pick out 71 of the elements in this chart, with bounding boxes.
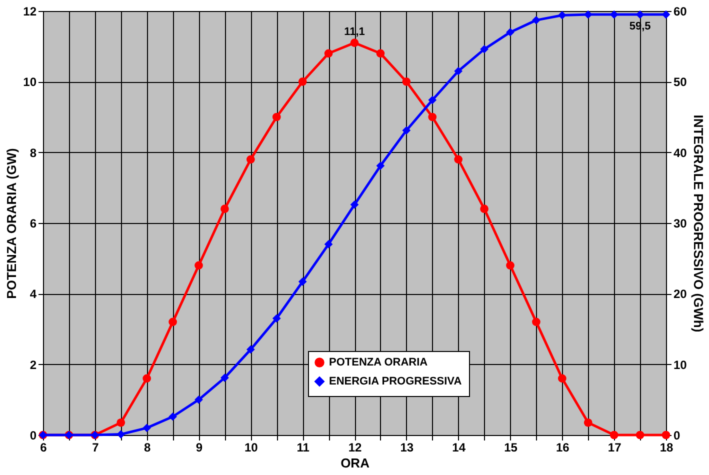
x-tick-label: 8 <box>144 440 151 454</box>
point <box>454 155 463 164</box>
point <box>532 318 540 326</box>
x-tick-label: 9 <box>196 440 203 454</box>
point <box>246 155 255 164</box>
point <box>428 96 437 104</box>
point <box>298 277 307 286</box>
y2-tick-label: 10 <box>674 358 688 372</box>
y-tick-label: 4 <box>30 287 37 302</box>
x-tick-label: 6 <box>40 440 48 454</box>
y-tick-label: 0 <box>30 428 37 442</box>
point <box>168 318 177 326</box>
x-tick-label: 7 <box>92 440 100 454</box>
x-tick-label: 15 <box>504 440 518 454</box>
point <box>402 126 411 135</box>
legend-label: ENERGIA PROGRESSIVA <box>329 376 462 388</box>
point <box>402 77 411 86</box>
y2-tick-label: 20 <box>674 287 688 302</box>
point <box>376 162 385 170</box>
point <box>246 345 255 354</box>
point <box>584 418 592 427</box>
x-tick-label: 18 <box>660 440 674 454</box>
point <box>454 66 463 76</box>
point <box>350 200 359 209</box>
x-tick-label: 16 <box>556 440 570 454</box>
y2-tick-label: 0 <box>674 428 680 442</box>
y2-tick-label: 30 <box>674 216 688 230</box>
legend-label: POTENZA ORARIA <box>329 356 428 368</box>
point <box>324 240 333 248</box>
point <box>558 11 566 20</box>
y-tick-label: 12 <box>23 4 37 18</box>
point <box>506 261 514 270</box>
x-tick-label: 10 <box>244 440 258 454</box>
y2-tick-label: 50 <box>674 75 688 90</box>
point <box>116 418 126 427</box>
point <box>662 10 670 19</box>
point <box>194 395 203 404</box>
point <box>142 424 152 432</box>
point <box>298 77 307 86</box>
point <box>272 314 281 323</box>
point <box>350 38 359 47</box>
point <box>220 204 229 214</box>
x-tick-label: 11 <box>296 440 310 454</box>
y-tick-label: 6 <box>30 216 37 230</box>
x-tick-label: 12 <box>348 440 362 454</box>
point <box>220 374 229 382</box>
point <box>480 44 488 54</box>
point <box>168 412 177 421</box>
point <box>558 374 566 383</box>
point <box>376 49 385 58</box>
y-tick-label: 8 <box>30 146 37 160</box>
point <box>194 261 203 270</box>
y2-tick-label: 40 <box>674 146 688 160</box>
y-tick-label: 10 <box>23 75 37 90</box>
point <box>428 112 437 122</box>
point <box>506 28 514 36</box>
point <box>324 49 333 58</box>
y2-tick-label: 60 <box>674 4 688 18</box>
point <box>532 16 540 24</box>
point <box>272 112 281 122</box>
x-axis-title: ORA <box>340 456 370 470</box>
point <box>142 374 152 383</box>
y-axis-title: POTENZA ORARIA (GW) <box>4 148 20 299</box>
point <box>662 430 670 440</box>
point <box>480 204 488 214</box>
x-tick-label: 17 <box>608 440 622 454</box>
x-tick-label: 13 <box>400 440 414 454</box>
y2-axis-title: INTEGRALE PROGRESSIVO (GWh) <box>690 114 706 332</box>
point <box>116 430 126 438</box>
x-tick-label: 14 <box>452 440 466 454</box>
y-tick-label: 2 <box>30 358 37 372</box>
